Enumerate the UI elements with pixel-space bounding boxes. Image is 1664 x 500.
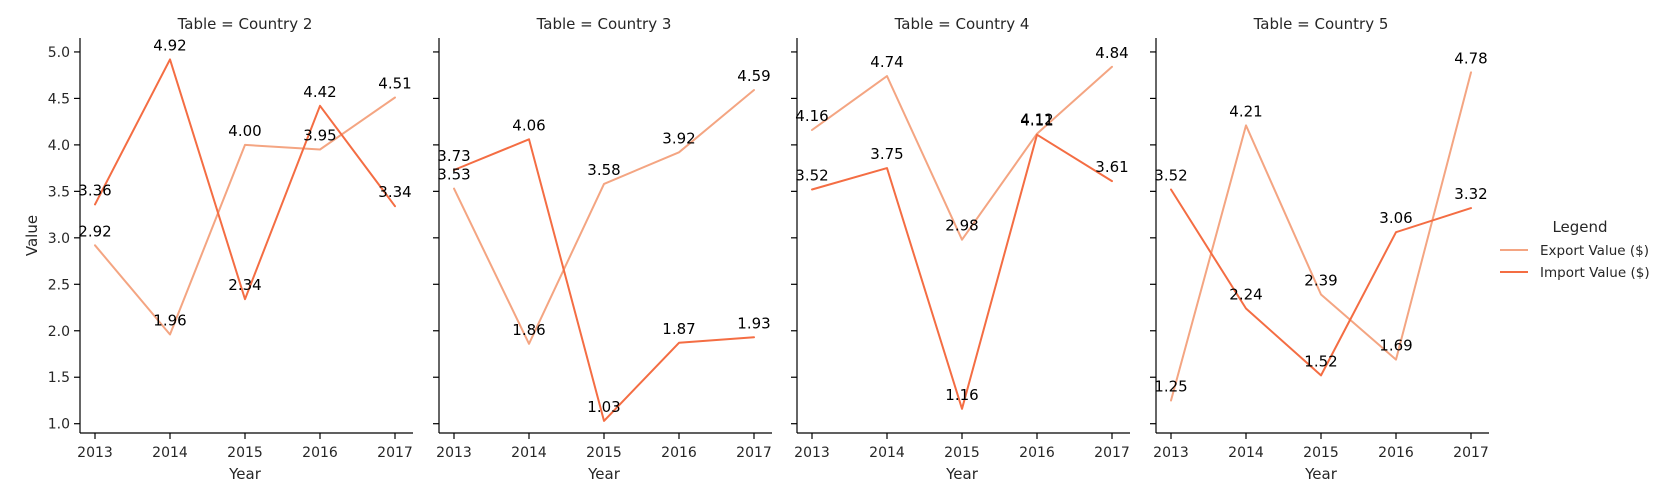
data-label: 4.12 [1020, 111, 1053, 129]
data-label: 3.52 [1154, 166, 1187, 184]
data-label: 2.39 [1304, 272, 1337, 290]
x-tick-label: 2017 [377, 445, 413, 461]
x-tick-label: 2014 [1228, 445, 1264, 461]
y-tick-label: 2.5 [48, 277, 70, 293]
x-tick-label: 2016 [1019, 445, 1055, 461]
x-tick-label: 2014 [152, 445, 188, 461]
y-tick-label: 4.5 [48, 91, 70, 107]
data-label: 4.84 [1095, 44, 1128, 62]
x-tick-label: 2017 [1094, 445, 1130, 461]
y-tick-label: 1.5 [48, 370, 70, 386]
x-tick-label: 2013 [436, 445, 472, 461]
data-label: 4.16 [795, 107, 828, 125]
series-line [811, 133, 1113, 410]
legend-label: Export Value ($) [1540, 243, 1649, 259]
x-axis-title: Year [587, 465, 621, 483]
series-line [94, 58, 396, 301]
data-label: 1.93 [737, 314, 770, 332]
data-label: 1.69 [1379, 337, 1412, 355]
data-label: 4.11 [1020, 112, 1053, 130]
data-label: 4.00 [228, 122, 261, 140]
x-tick-label: 2014 [511, 445, 547, 461]
series-line [1170, 188, 1472, 377]
data-label: 1.87 [662, 320, 695, 338]
x-tick-label: 2013 [77, 445, 113, 461]
data-label: 3.92 [662, 129, 695, 147]
data-label: 4.78 [1454, 49, 1487, 67]
series-line [453, 89, 755, 345]
data-label: 3.34 [378, 183, 411, 201]
series-line [94, 96, 396, 336]
data-label: 4.42 [303, 83, 336, 101]
data-label: 2.98 [945, 217, 978, 235]
data-label: 1.16 [945, 386, 978, 404]
data-label: 1.96 [153, 311, 186, 329]
y-tick-label: 4.0 [48, 138, 70, 154]
panel-title: Table = Country 2 [177, 15, 313, 33]
y-tick-label: 3.5 [48, 184, 70, 200]
y-tick-label: 5.0 [48, 45, 70, 61]
y-axis-title: Value [23, 215, 41, 256]
x-tick-label: 2014 [869, 445, 905, 461]
data-label: 4.92 [153, 36, 186, 54]
series-line [811, 65, 1113, 241]
x-tick-label: 2013 [1153, 445, 1189, 461]
legend-title: Legend [1552, 218, 1607, 236]
x-tick-label: 2016 [661, 445, 697, 461]
x-axis-title: Year [1304, 465, 1338, 483]
data-label: 2.34 [228, 276, 261, 294]
data-label: 3.73 [437, 147, 470, 165]
data-label: 3.53 [437, 166, 470, 184]
x-tick-label: 2015 [586, 445, 622, 461]
data-label: 1.25 [1154, 377, 1187, 395]
data-label: 4.74 [870, 53, 903, 71]
panel-title: Table = Country 5 [1253, 15, 1389, 33]
legend-label: Import Value ($) [1540, 265, 1650, 281]
data-label: 1.03 [587, 398, 620, 416]
data-label: 3.75 [870, 145, 903, 163]
data-label: 4.06 [512, 116, 545, 134]
x-axis-title: Year [228, 465, 262, 483]
data-label: 3.32 [1454, 185, 1487, 203]
y-tick-label: 1.0 [48, 417, 70, 433]
series-line [453, 138, 755, 422]
series-line [1170, 71, 1472, 402]
data-label: 1.86 [512, 321, 545, 339]
data-label: 2.24 [1229, 285, 1262, 303]
panel-title: Table = Country 3 [536, 15, 672, 33]
x-tick-label: 2016 [302, 445, 338, 461]
panel-title: Table = Country 4 [894, 15, 1030, 33]
data-label: 3.61 [1095, 158, 1128, 176]
y-tick-label: 2.0 [48, 324, 70, 340]
data-label: 1.52 [1304, 352, 1337, 370]
data-label: 3.52 [795, 166, 828, 184]
x-tick-label: 2013 [794, 445, 830, 461]
data-label: 2.92 [78, 222, 111, 240]
data-label: 3.06 [1379, 209, 1412, 227]
x-tick-label: 2017 [736, 445, 772, 461]
x-tick-label: 2015 [944, 445, 980, 461]
y-tick-label: 3.0 [48, 231, 70, 247]
data-label: 3.36 [78, 181, 111, 199]
data-label: 4.21 [1229, 102, 1262, 120]
x-tick-label: 2015 [227, 445, 263, 461]
data-label: 3.95 [303, 127, 336, 145]
x-tick-label: 2017 [1453, 445, 1489, 461]
data-label: 4.59 [737, 67, 770, 85]
x-tick-label: 2015 [1303, 445, 1339, 461]
data-label: 4.51 [378, 74, 411, 92]
x-axis-title: Year [945, 465, 979, 483]
data-label: 3.58 [587, 161, 620, 179]
x-tick-label: 2016 [1378, 445, 1414, 461]
